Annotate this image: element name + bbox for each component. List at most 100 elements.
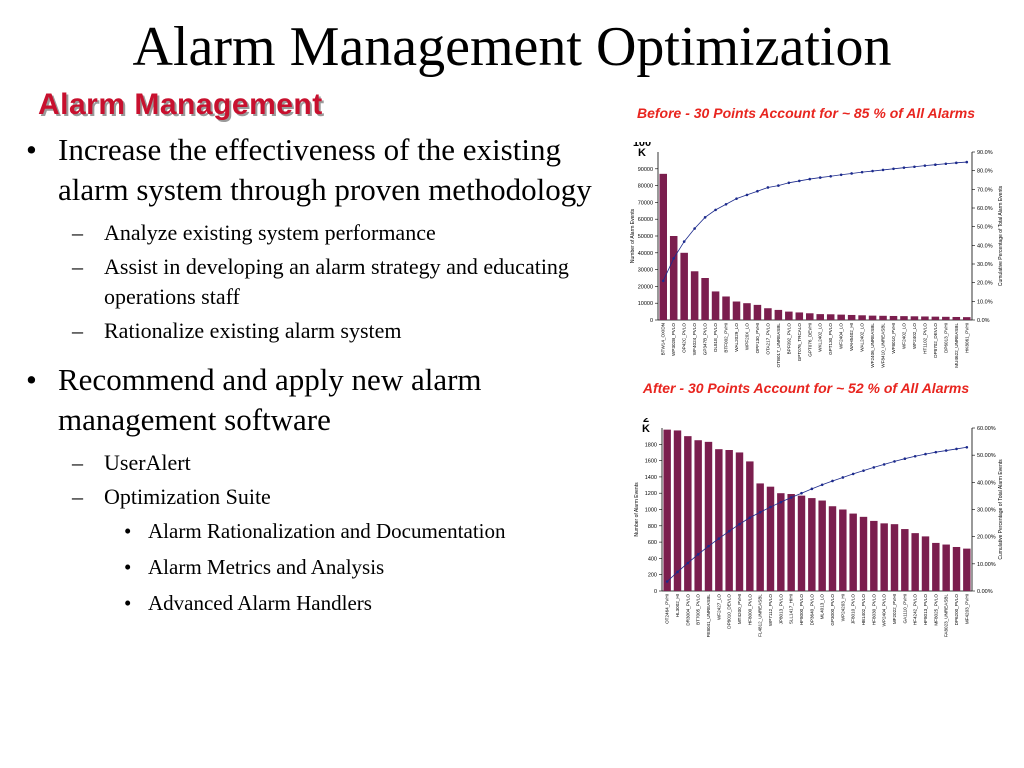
x-tick-label: WF2406_UNREASBL (870, 323, 875, 368)
x-tick-label: WF2427_LO (716, 594, 721, 620)
cumulative-point (661, 279, 665, 283)
bar (880, 523, 888, 591)
cumulative-point (727, 529, 731, 533)
bar (952, 316, 961, 320)
y-axis-title: Number of Alarm Events (634, 482, 640, 537)
cumulative-point (758, 510, 762, 514)
x-tick-label: FE8041_UNREASBL (706, 594, 711, 638)
cumulative-point (934, 450, 938, 454)
y2-tick-label: 30.0% (977, 262, 993, 268)
cumulative-point (798, 179, 801, 183)
y2-tick-label: 90.0% (977, 150, 993, 156)
cumulative-point (682, 240, 686, 243)
x-tick-label: SLL1417_HIHI (789, 594, 794, 624)
x-tick-label: WP2404_PVLO (882, 594, 887, 627)
bar (680, 252, 688, 320)
cumulative-point (851, 472, 855, 476)
bar (910, 316, 919, 320)
x-tick-label: HT1102_PVLO (922, 323, 927, 354)
y-tick-label: 0 (650, 318, 653, 324)
bar (879, 315, 887, 320)
cumulative-point (665, 580, 669, 583)
cumulative-point (714, 208, 717, 212)
cumulative-point (717, 537, 721, 540)
cumulative-point (766, 186, 770, 189)
cumulative-point (693, 227, 696, 230)
x-tick-label: WPF20X_LO (744, 323, 749, 350)
bar (756, 483, 764, 591)
y-tick-label: 90000 (638, 167, 653, 173)
bar (931, 316, 940, 320)
y-axis-title: Number of Alarm Events (630, 208, 636, 263)
x-tick-label: HF8000_PVLO (799, 594, 804, 626)
bar (673, 430, 682, 591)
bar (787, 494, 795, 591)
bar (743, 303, 751, 320)
bar (859, 516, 868, 591)
cumulative-point (672, 257, 675, 260)
bar (839, 509, 847, 591)
bar (669, 236, 678, 320)
x-tick-label: HL3002_HI (675, 594, 680, 617)
x-tick-label: WF4024_PVLO (692, 323, 697, 356)
y2-tick-label: 10.00% (977, 562, 996, 568)
cumulative-point (955, 161, 958, 165)
bar (684, 436, 692, 591)
cumulative-point (965, 160, 969, 164)
bar (774, 309, 783, 320)
x-tick-label: MU4622_UNREASBL (954, 323, 959, 368)
bullet-item: Alarm Metrics and Analysis (20, 552, 610, 582)
bullet-item: Rationalize existing alarm system (20, 316, 610, 346)
x-tick-label: WP7112_PVLO (768, 594, 773, 627)
cumulative-point (769, 505, 772, 509)
bar (870, 520, 878, 591)
y-tick-label: 1800 (645, 442, 657, 448)
bar (694, 440, 702, 591)
cumulative-point (756, 189, 759, 193)
bullet-list: Increase the effectiveness of the existi… (20, 130, 610, 624)
cumulative-point (893, 460, 896, 463)
bar (659, 173, 668, 320)
bar (942, 544, 950, 591)
x-tick-label: MF2022_PVHI (892, 594, 897, 624)
x-tick-label: DR3004_PVLO (685, 594, 690, 626)
bar (911, 533, 919, 591)
y2-tick-label: 80.0% (977, 169, 993, 175)
cumulative-point (902, 166, 906, 169)
bar (722, 296, 730, 320)
cumulative-point (777, 184, 780, 187)
x-tick-label: WF8010_PVHI (891, 323, 896, 354)
x-tick-label: OTB017_UNREASBL (776, 323, 781, 368)
cumulative-point (965, 445, 969, 449)
y2-tick-label: 20.00% (977, 535, 996, 541)
y2-tick-label: 40.00% (977, 480, 996, 486)
cumulative-point (860, 170, 864, 174)
bar (952, 546, 961, 591)
cumulative-point (676, 570, 679, 574)
x-tick-label: DP6200_PVLO (954, 594, 959, 626)
cumulative-point (696, 553, 700, 556)
cumulative-line (662, 161, 967, 281)
x-tick-label: GP3000_PVLO (830, 594, 835, 626)
y-tick-label: 10000 (638, 301, 653, 307)
bar (963, 548, 971, 591)
cumulative-point (818, 176, 822, 179)
cumulative-point (892, 167, 895, 171)
cumulative-point (850, 172, 853, 175)
bar (837, 314, 845, 320)
y-tick-label: 600 (648, 540, 657, 546)
bar (797, 495, 806, 591)
cumulative-point (748, 516, 752, 519)
x-tick-label: DP6013_PVHI (943, 323, 948, 353)
bullet-item: Optimization Suite (20, 482, 610, 512)
y2-tick-label: 70.0% (977, 187, 993, 193)
y2-tick-label: 50.00% (977, 453, 996, 459)
y-tick-label: 1600 (645, 459, 657, 465)
cumulative-point (872, 466, 876, 469)
bullet-item: Increase the effectiveness of the existi… (20, 130, 610, 210)
x-tick-label: WP24203_HI (840, 594, 845, 621)
cumulative-point (871, 169, 874, 173)
cumulative-point (738, 522, 741, 526)
y-axis-scale-label: 100 K (633, 142, 651, 159)
bar (921, 316, 929, 320)
